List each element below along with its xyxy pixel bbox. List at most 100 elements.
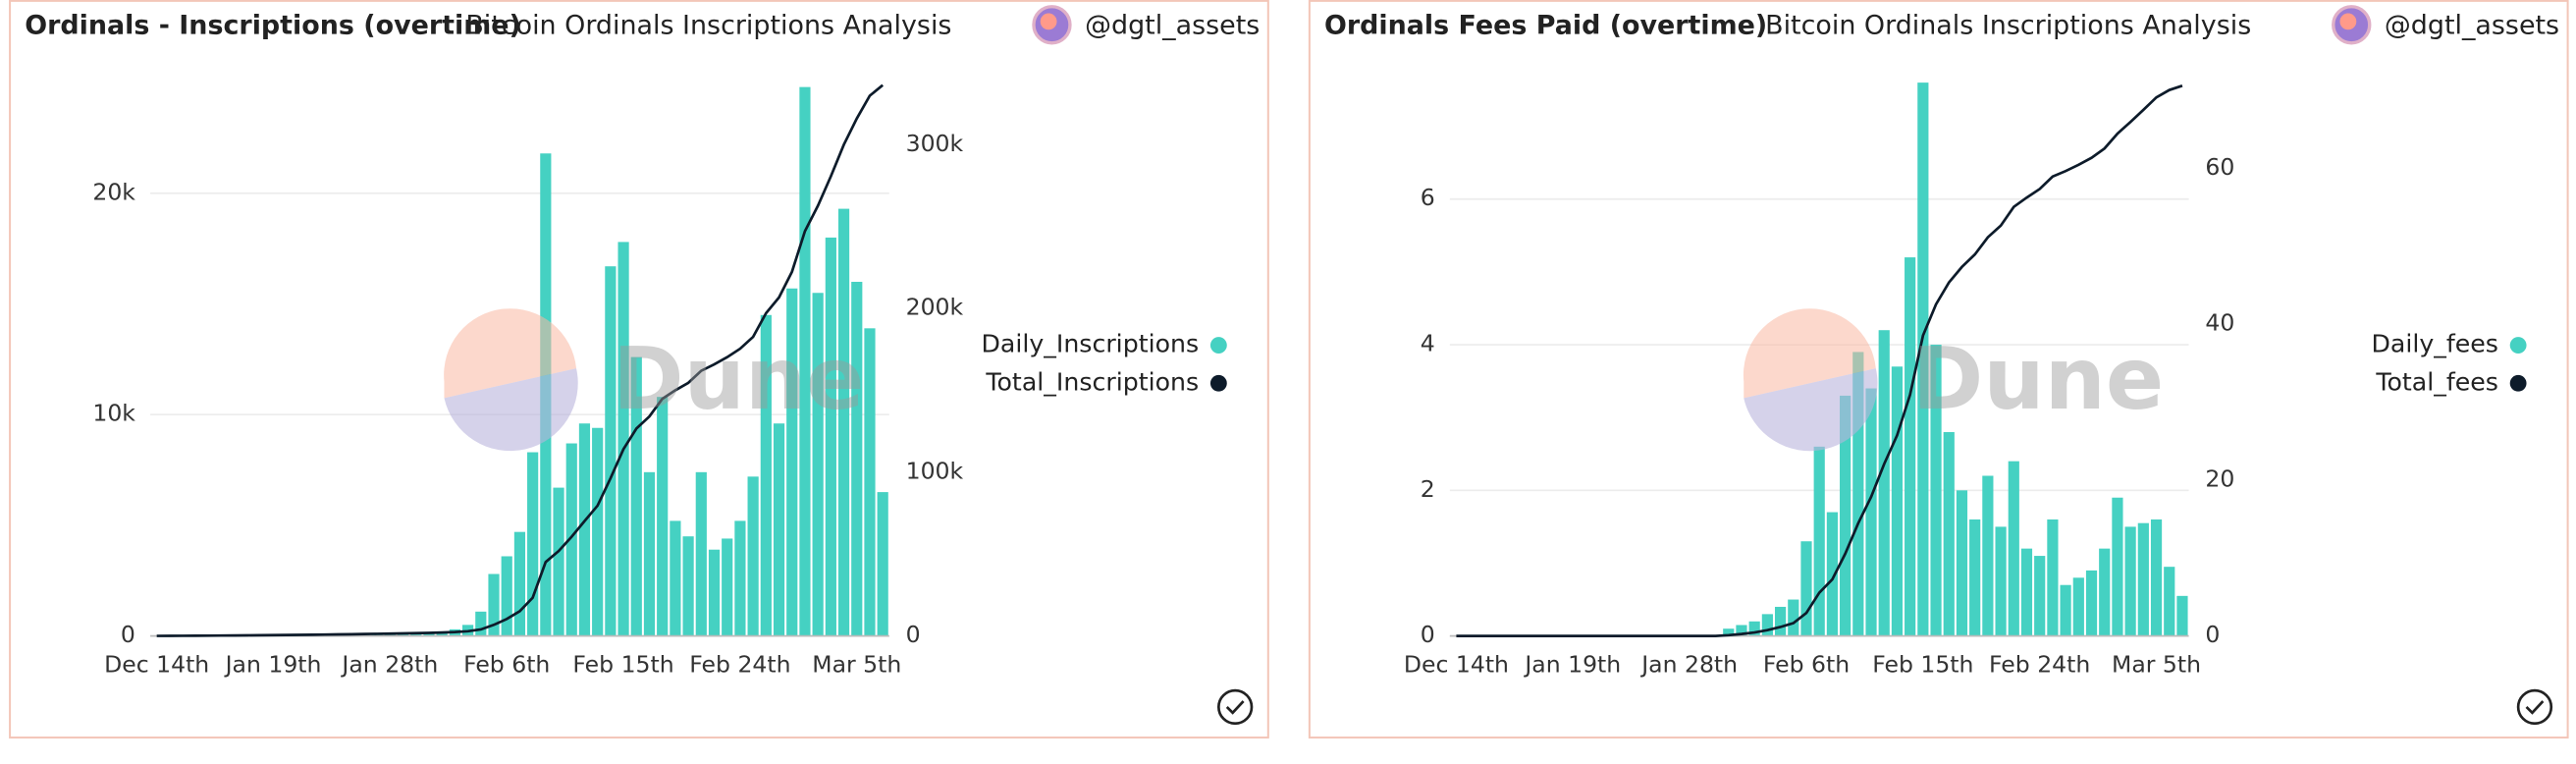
- legend-label: Total_fees: [2375, 367, 2498, 396]
- bar: [1905, 257, 1916, 636]
- bar: [1748, 621, 1760, 636]
- bar: [2020, 548, 2033, 636]
- bar: [1813, 446, 1825, 636]
- bar: [682, 536, 694, 636]
- x-tick-label: Feb 24th: [689, 650, 790, 678]
- bar: [513, 531, 526, 636]
- avatar-inner: [1040, 13, 1057, 30]
- bar: [722, 538, 733, 636]
- status-check: [2516, 688, 2553, 726]
- y2-tick-label: 20: [2205, 464, 2234, 492]
- x-tick-label: Dec 14th: [1404, 650, 1509, 678]
- y2-tick-label: 60: [2205, 153, 2234, 181]
- bar: [1761, 614, 1773, 636]
- bar: [708, 549, 721, 636]
- bar: [1943, 432, 1955, 636]
- y2-tick-label: 300k: [906, 130, 964, 157]
- bar: [1956, 490, 1968, 636]
- y-tick-label: 10k: [92, 400, 135, 427]
- bar: [630, 356, 642, 636]
- x-tick-label: Mar 5th: [2112, 650, 2201, 678]
- bar: [527, 452, 539, 636]
- bar: [501, 556, 512, 636]
- x-tick-label: Jan 28th: [340, 650, 438, 678]
- legend-swatch: [1209, 337, 1227, 354]
- x-tick-label: Feb 24th: [1989, 650, 2090, 678]
- bar: [2099, 548, 2111, 636]
- bar: [578, 423, 591, 636]
- bar: [773, 423, 785, 636]
- watermark-logo-top: [444, 308, 577, 399]
- bar: [825, 237, 836, 636]
- bar: [553, 487, 564, 636]
- bar: [695, 471, 707, 636]
- y-tick-label: 2: [1421, 475, 1435, 503]
- avatar-inner: [2339, 13, 2357, 30]
- x-tick-label: Jan 28th: [1639, 650, 1738, 678]
- bar: [2085, 570, 2098, 636]
- bar: [1852, 352, 1864, 636]
- y-tick-label: 20k: [92, 178, 135, 205]
- bar: [864, 328, 876, 636]
- bar: [1995, 526, 2007, 636]
- bar: [837, 208, 850, 636]
- chart-subtitle: Bitcoin Ordinals Inscriptions Analysis: [1765, 10, 2251, 40]
- bar: [2137, 522, 2149, 636]
- legend-label: Total_Inscriptions: [985, 367, 1199, 396]
- bar: [734, 520, 746, 636]
- x-tick-label: Mar 5th: [812, 650, 901, 678]
- status-check-mark: [1225, 700, 1245, 715]
- bar: [670, 520, 681, 636]
- bar: [2072, 577, 2084, 636]
- bar: [1800, 541, 1812, 636]
- y-tick-label: 0: [1421, 621, 1435, 648]
- bar: [475, 611, 487, 636]
- bar: [592, 427, 604, 636]
- bar: [1826, 512, 1838, 636]
- total-line: [1456, 84, 2183, 637]
- bar: [1917, 82, 1929, 636]
- y-tick-label: 0: [121, 621, 135, 648]
- watermark: Dune: [1912, 329, 2164, 429]
- bar: [605, 266, 617, 636]
- bar: [2034, 556, 2046, 636]
- status-check: [1217, 688, 1254, 726]
- bar: [2176, 595, 2188, 636]
- bar: [877, 492, 888, 636]
- bar: [786, 288, 798, 636]
- bar: [2150, 518, 2163, 636]
- bar: [643, 471, 656, 636]
- bar: [2047, 518, 2059, 636]
- legend-swatch: [2509, 337, 2527, 354]
- bar: [1891, 366, 1904, 636]
- bar: [851, 281, 863, 636]
- total-line: [156, 83, 885, 637]
- y2-tick-label: 0: [906, 621, 921, 648]
- bar: [2008, 461, 2019, 636]
- chart-subtitle: Bitcoin Ordinals Inscriptions Analysis: [465, 10, 951, 40]
- bar: [1723, 628, 1735, 636]
- y-tick-label: 6: [1421, 184, 1435, 211]
- chart-title: Ordinals Fees Paid (overtime): [1324, 10, 1767, 40]
- legend-swatch: [2509, 374, 2527, 392]
- bar: [565, 443, 577, 636]
- bar: [2112, 497, 2123, 636]
- bar: [812, 293, 824, 636]
- x-tick-label: Feb 6th: [1763, 650, 1850, 678]
- bar: [1788, 599, 1799, 636]
- x-tick-label: Jan 19th: [1523, 650, 1621, 678]
- y-tick-label: 4: [1421, 330, 1435, 357]
- x-tick-label: Jan 19th: [224, 650, 322, 678]
- bar: [488, 573, 500, 636]
- bar: [657, 397, 669, 636]
- status-check-mark: [2525, 700, 2545, 715]
- x-tick-label: Feb 15th: [572, 650, 673, 678]
- bar: [2124, 526, 2136, 636]
- y2-tick-label: 100k: [906, 457, 964, 484]
- bar: [1930, 345, 1942, 636]
- y2-tick-label: 200k: [906, 294, 964, 321]
- bar: [2060, 584, 2071, 636]
- x-tick-label: Feb 6th: [463, 650, 550, 678]
